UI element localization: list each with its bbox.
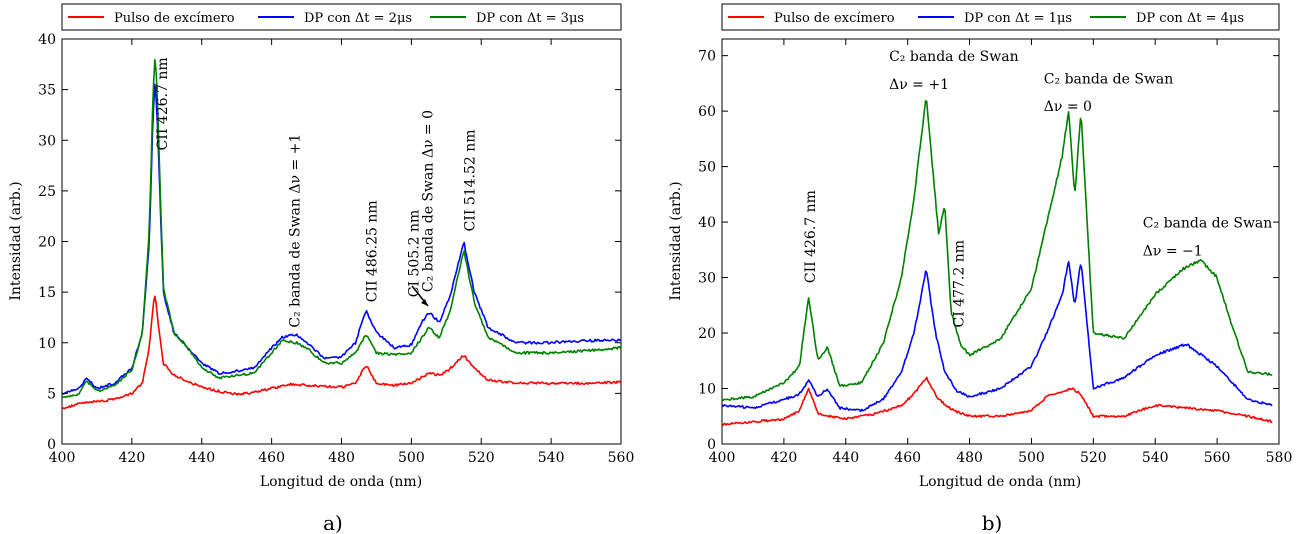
chart-b-annotation-7: Δν = −1 [1143,243,1203,259]
chart-b-annotation-5: Δν = 0 [1044,99,1092,115]
chart-a-x-label: Longitud de onda (nm) [260,474,422,490]
chart-a-y-tick-label-0: 0 [47,437,56,453]
chart-b-x-tick-label-9: 580 [1266,450,1293,466]
chart-a-caption: a) [323,511,343,534]
chart-a-legend-label-1: DP con Δt = 2μs [304,11,412,26]
chart-b-y-tick-label-4: 40 [698,215,716,231]
chart-a-y-tick-label-6: 30 [38,133,56,149]
chart-b-legend-box [721,3,1280,31]
chart-a-y-label: Intensidad (arb.) [8,181,24,300]
chart-a-annotation-arrowhead [421,299,428,306]
chart-b-x-tick-label-3: 460 [894,450,921,466]
chart-b-caption: b) [982,511,1003,534]
chart-a-annotation-3: CI 505.2 nm [406,210,422,298]
chart-a-y-tick-label-8: 40 [38,32,56,48]
chart-b-y-tick-label-3: 30 [698,271,716,287]
chart-a-annotation-2: CII 486.25 nm [364,200,380,302]
chart-b-x-tick-label-8: 560 [1204,450,1231,466]
chart-b-legend: Pulso de excímero DP con Δt = 1μs DP con… [721,3,1280,31]
chart-b-legend-label-1: DP con Δt = 1μs [964,11,1072,26]
chart-b-annotation-4: C₂ banda de Swan [1044,71,1174,87]
chart-a-annotation-0: CII 426.7 nm [155,57,171,150]
chart-a-annotation-5: CII 514.52 nm [462,129,478,231]
chart-a-series [61,58,622,410]
chart-b-series [721,100,1273,427]
chart-b-series-line-2 [721,100,1273,402]
chart-a-x-tick-label-5: 500 [398,450,425,466]
chart-a-legend-label-2: DP con Δt = 3μs [476,11,584,26]
chart-b: 400 420 440 460 480 500 520 540 560 580 010203040… [668,3,1293,534]
chart-b-series-line-1 [721,260,1273,413]
chart-a-series-line-2 [61,58,622,399]
chart-a-x-tick-label-3: 460 [258,450,285,466]
chart-b-x-label: Longitud de onda (nm) [919,474,1081,490]
chart-b-x-tick-label-2: 440 [832,450,859,466]
chart-b-x-ticks: 400 420 440 460 480 500 520 540 560 580 [709,39,1293,466]
chart-a-x-tick-label-4: 480 [328,450,355,466]
chart-b-x-tick-label-7: 540 [1142,450,1169,466]
chart-a-legend-box [61,3,622,31]
chart-b-y-ticks: 0 10 20 30 40 50 60 70 [698,49,1279,453]
chart-a-annotation-4: C₂ banda de Swan Δν = 0 [420,110,436,292]
chart-a-x-tick-label-8: 560 [608,450,635,466]
chart-a-legend: Pulso de excímero DP con Δt = 2μs DP con… [61,3,622,31]
chart-a: 400 420 440 460 480 500 520 540 560 0 5 10 15 20 25 30… [8,3,635,534]
chart-b-y-tick-label-2: 20 [698,326,716,342]
chart-b-x-tick-label-6: 520 [1080,450,1107,466]
chart-b-x-tick-label-4: 480 [956,450,983,466]
chart-a-x-tick-label-2: 440 [188,450,215,466]
chart-a-annotation-1: C₂ banda de Swan Δν = +1 [288,134,304,328]
chart-a-annotations: CII 426.7 nm C₂ banda de Swan Δν = +1 CII … [155,57,478,328]
chart-a-x-ticks: 400 420 440 460 480 500 520 540 560 [49,39,635,466]
chart-b-annotation-6: C₂ banda de Swan [1143,216,1273,232]
chart-b-legend-label-2: DP con Δt = 4μs [1136,11,1244,26]
chart-b-y-tick-label-0: 0 [707,437,716,453]
chart-a-x-tick-label-0: 400 [49,450,76,466]
chart-a-y-ticks: 0 5 10 15 20 25 30 35 40 [38,32,621,453]
chart-a-x-tick-label-6: 520 [468,450,495,466]
chart-a-y-tick-label-7: 35 [38,83,56,99]
chart-a-legend-label-0: Pulso de excímero [114,11,235,26]
chart-b-annotation-1: C₂ banda de Swan [889,49,1019,65]
chart-b-x-tick-label-1: 420 [771,450,798,466]
chart-b-series-line-0 [721,376,1273,427]
chart-a-x-tick-label-7: 540 [538,450,565,466]
chart-a-series-line-0 [61,295,622,410]
chart-b-x-tick-label-0: 400 [709,450,736,466]
chart-b-annotations: CII 426.7 nm C₂ banda de Swan Δν = +1 CI 47… [803,49,1273,327]
chart-b-plot-area [721,38,1280,445]
chart-b-y-tick-label-6: 60 [698,104,716,120]
chart-b-legend-label-0: Pulso de excímero [774,11,895,26]
chart-a-y-tick-label-1: 5 [47,386,56,402]
chart-a-y-tick-label-5: 25 [38,184,56,200]
chart-b-annotation-2: Δν = +1 [889,77,949,93]
chart-b-y-tick-label-5: 50 [698,160,716,176]
chart-b-y-tick-label-7: 70 [698,49,716,65]
chart-a-x-tick-label-1: 420 [119,450,146,466]
chart-a-series-line-1 [61,83,622,395]
chart-a-y-tick-label-4: 20 [38,235,56,251]
chart-a-y-tick-label-3: 15 [38,285,56,301]
chart-a-y-tick-label-2: 10 [38,336,56,352]
chart-b-y-label: Intensidad (arb.) [668,181,684,300]
chart-b-y-tick-label-1: 10 [698,382,716,398]
chart-b-x-tick-label-5: 500 [1018,450,1045,466]
chart-b-annotation-3: CI 477.2 nm [951,240,967,328]
chart-b-annotation-0: CII 426.7 nm [803,190,819,283]
